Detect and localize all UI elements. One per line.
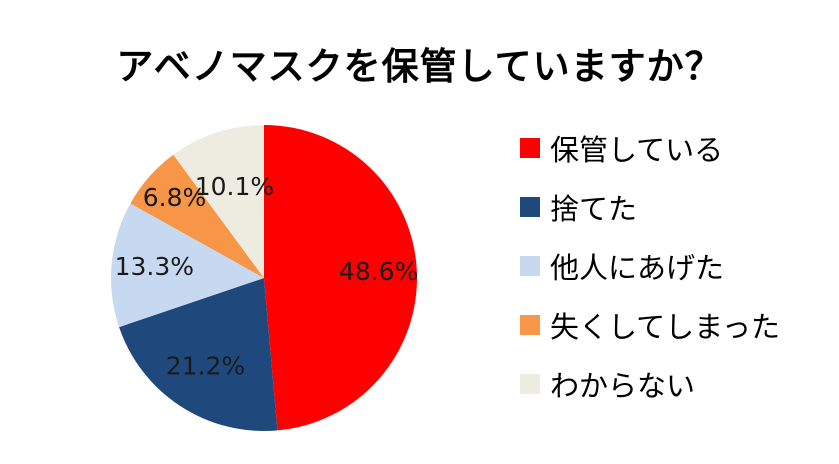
legend-label-2: 他人にあげた — [550, 250, 725, 285]
legend-label-1: 捨てた — [550, 191, 638, 226]
legend-item-4: わからない — [520, 354, 780, 413]
legend-item-2: 他人にあげた — [520, 236, 780, 295]
legend: 保管している 捨てた他人にあげた失くしてしまった わからない — [520, 118, 780, 413]
legend-swatch-3 — [520, 314, 540, 335]
pie-slice-4 — [173, 125, 264, 278]
pie-slice-2 — [110, 203, 264, 328]
legend-label-3: 失くしてしまった — [550, 309, 780, 344]
slice-value-label-4: 10.1% — [195, 172, 274, 201]
legend-swatch-4 — [520, 373, 540, 394]
slice-value-label-2: 13.3% — [115, 252, 194, 281]
legend-label-4: わからない — [550, 368, 696, 403]
slice-value-label-1: 21.2% — [166, 352, 245, 381]
legend-swatch-0 — [520, 137, 540, 158]
pie-slice-3 — [130, 154, 264, 278]
slice-value-label-3: 6.8% — [143, 183, 207, 212]
legend-item-0: 保管している — [520, 118, 780, 177]
legend-item-3: 失くしてしまった — [520, 295, 780, 354]
legend-swatch-1 — [520, 196, 540, 217]
pie-slice-1 — [119, 278, 278, 431]
legend-label-0: 保管している — [550, 132, 724, 167]
chart-title: アベノマスクを保管していますか？ — [116, 45, 723, 88]
legend-item-1: 捨てた — [520, 177, 780, 236]
pie-slice-0 — [264, 125, 418, 431]
legend-swatch-2 — [520, 255, 540, 276]
slice-value-label-0: 48.6% — [339, 257, 418, 286]
